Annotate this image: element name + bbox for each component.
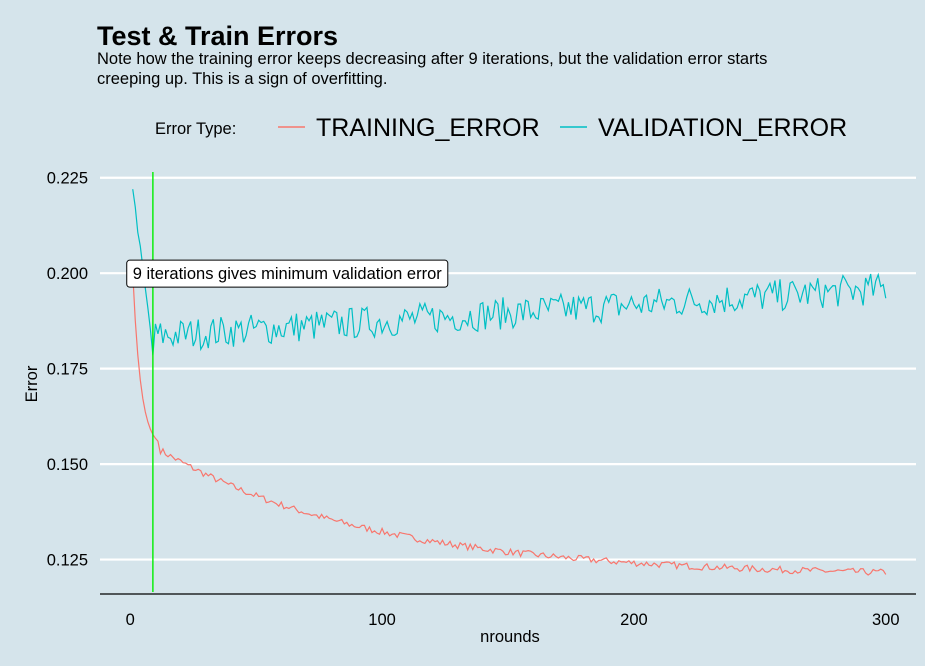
y-tick-label: 0.150: [47, 456, 88, 474]
annotation: 9 iterations gives minimum validation er…: [126, 259, 449, 288]
y-axis-title: Error: [23, 365, 41, 402]
grid-layer: [100, 176, 916, 561]
y-tick-label: 0.225: [47, 170, 88, 188]
y-tick-label: 0.200: [47, 265, 88, 283]
x-tick-label: 100: [368, 611, 396, 629]
x-tick-label: 200: [620, 611, 648, 629]
chart-subtitle-line-1: Note how the training error keeps decrea…: [97, 50, 767, 68]
chart-subtitle-line-2: creeping up. This is a sign of overfitti…: [97, 70, 387, 88]
x-axis-title: nrounds: [480, 628, 540, 646]
validation-error-line: [132, 189, 887, 356]
x-tick-label: 300: [872, 611, 900, 629]
y-tick-label: 0.175: [47, 361, 88, 379]
training-error-line: [132, 273, 887, 576]
legend-label-validation-error: VALIDATION_ERROR: [598, 114, 847, 142]
annotation-box: [126, 259, 449, 288]
chart-title: Test & Train Errors: [97, 21, 338, 51]
x-tick-label: 0: [126, 611, 135, 629]
legend: Error Type: TRAINING_ERROR VALIDATION_ER…: [155, 114, 847, 142]
y-tick-label: 0.125: [47, 552, 88, 570]
series-layer: [132, 189, 887, 576]
axis-layer: 0.125 0.150 0.175 0.200 0.225 0 100 200 300: [47, 170, 916, 629]
legend-label-training-error: TRAINING_ERROR: [316, 114, 540, 142]
annotation-text: 9 iterations gives minimum validation er…: [133, 265, 443, 283]
legend-title: Error Type:: [155, 120, 236, 138]
